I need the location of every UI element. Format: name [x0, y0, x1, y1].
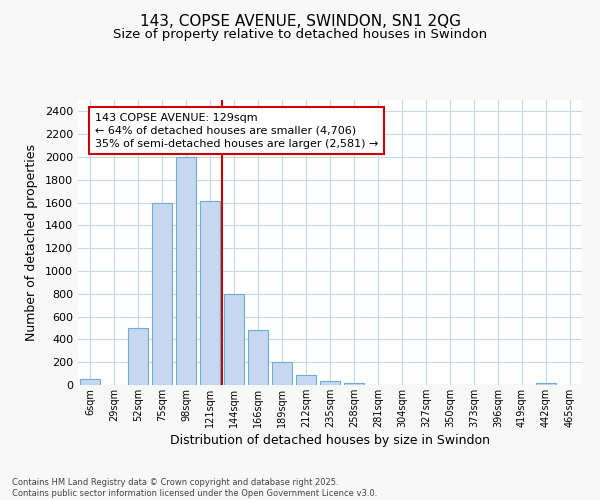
X-axis label: Distribution of detached houses by size in Swindon: Distribution of detached houses by size … — [170, 434, 490, 447]
Text: Contains HM Land Registry data © Crown copyright and database right 2025.
Contai: Contains HM Land Registry data © Crown c… — [12, 478, 377, 498]
Bar — [128, 328, 148, 385]
Bar — [320, 381, 340, 385]
Y-axis label: Number of detached properties: Number of detached properties — [25, 144, 38, 341]
Bar — [176, 157, 196, 385]
Bar — [200, 202, 220, 385]
Bar — [272, 362, 292, 385]
Text: 143, COPSE AVENUE, SWINDON, SN1 2QG: 143, COPSE AVENUE, SWINDON, SN1 2QG — [139, 14, 461, 29]
Bar — [152, 202, 172, 385]
Bar — [344, 382, 364, 385]
Bar — [224, 294, 244, 385]
Bar — [80, 380, 100, 385]
Bar — [536, 382, 556, 385]
Bar — [296, 374, 316, 385]
Bar — [248, 330, 268, 385]
Text: Size of property relative to detached houses in Swindon: Size of property relative to detached ho… — [113, 28, 487, 41]
Text: 143 COPSE AVENUE: 129sqm
← 64% of detached houses are smaller (4,706)
35% of sem: 143 COPSE AVENUE: 129sqm ← 64% of detach… — [95, 112, 378, 149]
